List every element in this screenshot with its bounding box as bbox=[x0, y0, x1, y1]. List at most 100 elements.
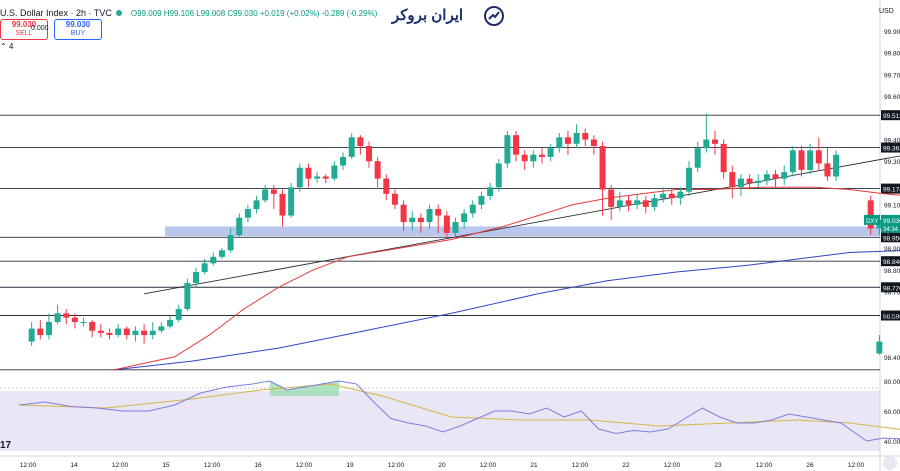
x-tick-label: 23 bbox=[714, 462, 722, 469]
candle-body bbox=[141, 330, 148, 336]
candle-body bbox=[357, 137, 364, 147]
x-tick-label: 12:00 bbox=[756, 462, 773, 469]
buy-button[interactable]: 99.030 BUY bbox=[54, 19, 102, 40]
candle-body bbox=[89, 322, 96, 331]
candle-body bbox=[201, 263, 208, 273]
candle-body bbox=[789, 150, 796, 173]
candle-body bbox=[218, 250, 225, 257]
level-price-badge bbox=[881, 282, 900, 293]
level-price-label: 98.720 bbox=[883, 285, 900, 292]
rsi-signal-line bbox=[18, 383, 900, 430]
candle-body bbox=[737, 178, 744, 188]
sell-price: 99.030 bbox=[11, 20, 37, 29]
candle-body bbox=[712, 139, 718, 144]
x-tick-label: 16 bbox=[254, 462, 262, 469]
candle-body bbox=[876, 341, 883, 354]
candle-body bbox=[495, 163, 502, 188]
candle-body bbox=[781, 172, 788, 179]
level-price-label: 98.840 bbox=[883, 259, 900, 266]
y-tick-label: 99.700 bbox=[884, 72, 900, 79]
candle-body bbox=[798, 150, 805, 170]
x-tick-label: 15 bbox=[162, 462, 170, 469]
y-tick-label: 99.600 bbox=[884, 94, 900, 101]
candle-body bbox=[478, 196, 485, 205]
settings-icon[interactable] bbox=[883, 456, 897, 470]
candle-body bbox=[71, 317, 78, 323]
tradingview-logo: 17 bbox=[0, 440, 12, 451]
last-price-label: 99.030 bbox=[883, 218, 900, 225]
candle-body bbox=[746, 178, 753, 183]
y-tick-label: 99.800 bbox=[884, 51, 900, 58]
trendline bbox=[144, 155, 900, 295]
level-price-label: 98.590 bbox=[883, 314, 900, 321]
candle-body bbox=[547, 148, 554, 157]
candle-body bbox=[383, 178, 390, 194]
level-price-label: 99.174 bbox=[883, 187, 900, 194]
x-tick-label: 12:00 bbox=[296, 462, 313, 469]
x-tick-label: 12:00 bbox=[388, 462, 405, 469]
x-tick-label: 12:00 bbox=[572, 462, 589, 469]
y-tick-label: 98.400 bbox=[884, 355, 900, 362]
rsi-tick-label: 40.00 bbox=[884, 439, 900, 446]
candle-body bbox=[582, 132, 589, 140]
candle-body bbox=[833, 154, 840, 177]
indicator-toggle[interactable]: ⌃ 4 bbox=[0, 42, 14, 51]
candle-body bbox=[867, 200, 874, 229]
candle-body bbox=[720, 143, 727, 173]
sell-button[interactable]: 99.030 SELL bbox=[0, 19, 48, 40]
x-tick-label: 12:00 bbox=[848, 462, 865, 469]
candle-body bbox=[608, 189, 615, 207]
moving-average-slow bbox=[114, 250, 900, 371]
level-price-badge bbox=[881, 142, 900, 153]
level-price-label: 98.950 bbox=[883, 235, 900, 242]
candle-body bbox=[815, 150, 822, 164]
candle-body bbox=[296, 167, 303, 188]
y-tick-label: 99.400 bbox=[884, 138, 900, 145]
candle-body bbox=[590, 139, 597, 147]
symbol-badge bbox=[864, 214, 880, 225]
level-price-label: 99.363 bbox=[883, 146, 900, 153]
candle-body bbox=[227, 235, 234, 251]
candle-body bbox=[703, 139, 710, 149]
candle-body bbox=[616, 200, 623, 207]
broker-logo: ایران بروکر bbox=[392, 4, 512, 30]
symbol-info[interactable]: U.S. Dollar Index · 2h · TVC O99.009 H99.… bbox=[0, 8, 377, 18]
candle-body bbox=[210, 256, 217, 264]
candle-body bbox=[374, 161, 381, 179]
candle-body bbox=[694, 148, 701, 168]
candle-body bbox=[452, 222, 459, 233]
candle-body bbox=[660, 193, 667, 199]
candle-body bbox=[305, 167, 312, 179]
x-tick-label: 14 bbox=[70, 462, 78, 469]
candle-body bbox=[461, 213, 468, 223]
candle-body bbox=[322, 176, 329, 179]
candle-body bbox=[409, 217, 416, 223]
x-tick-label: 20 bbox=[438, 462, 446, 469]
candle-body bbox=[824, 163, 831, 177]
x-tick-label: 26 bbox=[806, 462, 814, 469]
indicator-count: 4 bbox=[8, 42, 14, 51]
candle-body bbox=[807, 150, 814, 170]
trend-arrow-icon bbox=[484, 6, 504, 26]
rsi-tick-label: 80.00 bbox=[884, 379, 900, 386]
candle-body bbox=[642, 200, 649, 207]
candle-body bbox=[45, 322, 52, 336]
level-price-badge bbox=[881, 232, 900, 243]
x-tick-label: 12:00 bbox=[664, 462, 681, 469]
y-tick-label: 98.900 bbox=[884, 246, 900, 253]
x-tick-label: 22 bbox=[622, 462, 630, 469]
candle-body bbox=[167, 319, 174, 327]
candle-body bbox=[184, 282, 191, 309]
candle-body bbox=[253, 200, 260, 210]
candle-body bbox=[400, 204, 407, 223]
candle-body bbox=[236, 217, 243, 236]
candle-body bbox=[417, 217, 424, 223]
buy-label: BUY bbox=[70, 30, 86, 37]
x-tick-label: 19 bbox=[346, 462, 354, 469]
candle-body bbox=[668, 193, 675, 199]
candle-body bbox=[331, 165, 338, 179]
candle-body bbox=[763, 174, 770, 181]
candle-body bbox=[573, 132, 580, 144]
candle-body bbox=[729, 172, 736, 188]
